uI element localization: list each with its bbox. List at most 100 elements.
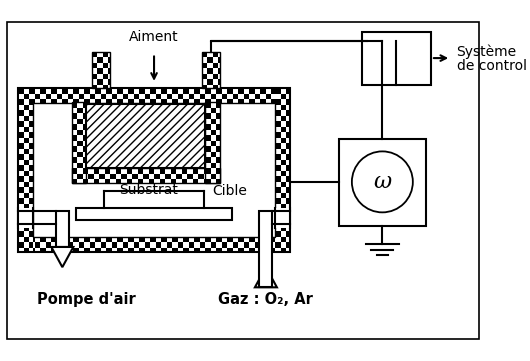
Bar: [151, 242, 156, 248]
Bar: [282, 88, 288, 94]
Bar: [222, 99, 227, 103]
Bar: [206, 108, 211, 113]
Bar: [35, 99, 40, 103]
Bar: [51, 237, 57, 242]
Bar: [79, 88, 84, 94]
Bar: [24, 187, 29, 193]
Bar: [116, 179, 121, 183]
Bar: [63, 88, 68, 94]
Bar: [90, 99, 95, 103]
Bar: [275, 193, 280, 199]
Polygon shape: [255, 267, 277, 287]
Bar: [24, 110, 29, 116]
Bar: [280, 209, 286, 215]
Bar: [29, 99, 33, 105]
Bar: [216, 237, 222, 242]
Bar: [95, 242, 101, 248]
Bar: [128, 99, 134, 103]
Bar: [206, 237, 211, 242]
Bar: [275, 127, 280, 132]
Bar: [280, 160, 286, 165]
Bar: [206, 119, 211, 124]
Bar: [110, 179, 116, 183]
Bar: [233, 88, 238, 94]
Bar: [282, 99, 288, 103]
Bar: [143, 179, 148, 183]
Bar: [286, 138, 290, 143]
Bar: [280, 248, 286, 252]
Bar: [117, 99, 123, 103]
Bar: [101, 248, 107, 252]
Bar: [207, 52, 213, 57]
Bar: [72, 179, 77, 183]
Bar: [161, 248, 167, 252]
Bar: [97, 63, 103, 68]
Bar: [238, 94, 244, 99]
Bar: [260, 211, 272, 287]
Bar: [213, 57, 218, 63]
Bar: [46, 88, 51, 94]
Bar: [79, 237, 84, 242]
Bar: [266, 94, 271, 99]
Bar: [167, 237, 172, 242]
Bar: [24, 204, 29, 209]
Bar: [19, 165, 24, 171]
Bar: [29, 242, 33, 248]
Bar: [215, 168, 220, 174]
Bar: [275, 226, 280, 231]
Bar: [116, 168, 121, 174]
Bar: [161, 94, 167, 99]
Bar: [286, 182, 290, 187]
Bar: [24, 193, 29, 199]
Bar: [83, 174, 86, 179]
Bar: [280, 110, 286, 116]
Bar: [46, 248, 51, 252]
Bar: [216, 113, 220, 119]
Bar: [275, 138, 280, 143]
Bar: [156, 88, 161, 94]
Bar: [195, 242, 200, 248]
Bar: [280, 215, 286, 220]
Bar: [88, 174, 93, 179]
Bar: [202, 63, 207, 68]
Bar: [112, 237, 117, 242]
Bar: [77, 108, 83, 113]
Bar: [29, 143, 33, 149]
Bar: [24, 116, 29, 121]
Bar: [83, 135, 86, 141]
Bar: [72, 130, 77, 135]
Bar: [77, 130, 83, 135]
Bar: [286, 231, 290, 237]
Bar: [216, 242, 222, 248]
Bar: [266, 248, 271, 252]
Bar: [84, 88, 90, 94]
Bar: [216, 135, 220, 141]
Bar: [211, 168, 216, 174]
Bar: [286, 160, 290, 165]
Bar: [19, 121, 24, 127]
Bar: [280, 187, 286, 193]
Bar: [29, 99, 35, 103]
Bar: [108, 74, 110, 79]
Bar: [250, 94, 255, 99]
Bar: [255, 242, 260, 248]
Bar: [93, 179, 99, 183]
Bar: [29, 220, 33, 226]
Bar: [68, 88, 73, 94]
Bar: [209, 168, 215, 174]
Bar: [57, 237, 63, 242]
Bar: [40, 242, 46, 248]
Bar: [275, 99, 280, 105]
Bar: [216, 88, 222, 94]
Bar: [92, 57, 97, 63]
Bar: [275, 220, 280, 226]
Bar: [277, 248, 282, 252]
Bar: [227, 94, 233, 99]
Bar: [216, 124, 220, 130]
Bar: [207, 68, 213, 74]
Bar: [362, 31, 431, 85]
Bar: [24, 237, 29, 242]
Bar: [244, 94, 250, 99]
Bar: [286, 110, 290, 116]
Bar: [117, 88, 123, 94]
